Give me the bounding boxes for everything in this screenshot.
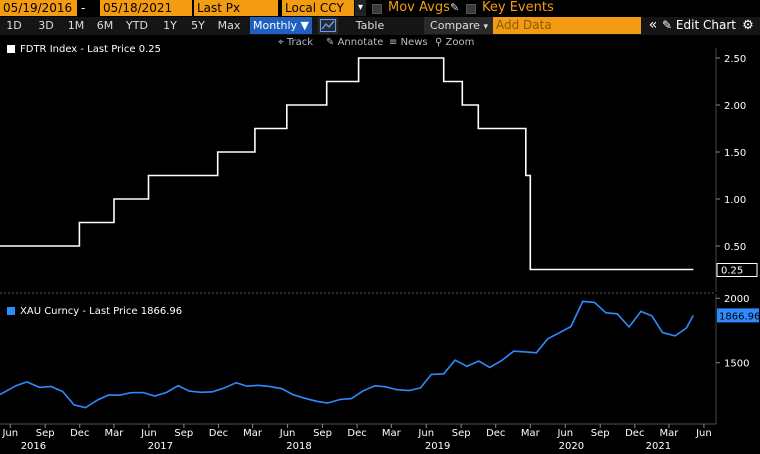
fdtr-series-line[interactable]: [0, 57, 694, 271]
track-tool[interactable]: ⌖ Track: [278, 37, 313, 49]
x-month-label: Jun: [279, 428, 296, 439]
x-month-label: Sep: [174, 428, 193, 439]
x-month-label: Mar: [382, 428, 402, 439]
add-data-input[interactable]: Add Data: [493, 17, 641, 34]
key-events-label[interactable]: Key Events: [482, 0, 554, 15]
xau-ytick-label: 1500: [724, 359, 749, 370]
fdtr-ytick-label: 1.50: [724, 148, 746, 159]
gear-icon[interactable]: ⚙: [742, 18, 754, 33]
end-date-field[interactable]: 05/18/2021: [100, 0, 192, 16]
range-button-1d[interactable]: 1D: [6, 19, 22, 32]
x-year-label: 2018: [286, 441, 311, 452]
x-month-label: Mar: [521, 428, 541, 439]
fdtr-legend-swatch: [7, 45, 15, 53]
currency-select[interactable]: Local CCY: [282, 0, 354, 16]
x-month-label: Sep: [452, 428, 471, 439]
xau-legend[interactable]: XAU Curncy - Last Price 1866.96: [7, 306, 182, 318]
zoom-tool[interactable]: ⚲ Zoom: [435, 37, 474, 49]
mov-avgs-label[interactable]: Mov Avgs: [388, 0, 450, 15]
annotate-tool[interactable]: ✎ Annotate: [326, 37, 383, 49]
pencil-icon[interactable]: ✎: [450, 1, 460, 14]
x-month-label: Jun: [556, 428, 573, 439]
edit-chart-button[interactable]: ✎ Edit Chart: [662, 17, 736, 34]
period-select[interactable]: Monthly ▼: [250, 17, 312, 34]
x-month-label: Sep: [313, 428, 332, 439]
fdtr-ytick-label: 2.00: [724, 101, 746, 112]
x-month-label: Dec: [486, 428, 505, 439]
fdtr-ytick-label: 2.50: [724, 54, 746, 65]
fdtr-ytick-label: 0.50: [724, 242, 746, 253]
x-year-label: 2019: [425, 441, 450, 452]
fdtr-legend[interactable]: FDTR Index - Last Price 0.25: [7, 44, 161, 56]
news-icon: ≡: [389, 37, 398, 48]
x-month-label: Mar: [243, 428, 263, 439]
xau-legend-swatch: [7, 307, 15, 315]
x-month-label: Jun: [417, 428, 434, 439]
x-year-label: 2016: [21, 441, 46, 452]
x-month-label: Dec: [347, 428, 366, 439]
x-year-label: 2017: [148, 441, 173, 452]
currency-dropdown-icon[interactable]: ▾: [355, 0, 366, 16]
zoom-label: Zoom: [445, 37, 475, 48]
x-month-label: Mar: [660, 428, 680, 439]
table-button[interactable]: Table: [355, 19, 385, 32]
field-select[interactable]: Last Px: [194, 0, 278, 16]
xau-ytick-label: 2000: [724, 294, 749, 305]
mov-avgs-checkbox[interactable]: [372, 4, 382, 14]
x-month-label: Dec: [625, 428, 644, 439]
news-label: News: [400, 37, 428, 48]
period-label: Monthly: [252, 19, 298, 32]
fdtr-ytick-label: 1.00: [724, 195, 746, 206]
fdtr-last-value-label: 0.25: [721, 266, 743, 277]
key-events-checkbox[interactable]: [466, 4, 476, 14]
x-month-label: Dec: [209, 428, 228, 439]
compare-select[interactable]: Compare ▾: [424, 17, 494, 34]
compare-dropdown-icon: ▾: [483, 22, 488, 32]
edit-pencil-icon: ✎: [662, 18, 673, 32]
x-year-label: 2021: [646, 441, 671, 452]
compare-label: Compare: [430, 19, 480, 32]
edit-chart-label: Edit Chart: [675, 18, 736, 32]
xau-last-value-box: [717, 308, 759, 323]
range-button-5y[interactable]: 5Y: [191, 19, 205, 32]
x-month-label: Jun: [140, 428, 157, 439]
x-month-label: Dec: [70, 428, 89, 439]
range-button-6m[interactable]: 6M: [96, 19, 114, 32]
range-button-ytd[interactable]: YTD: [126, 19, 148, 32]
x-month-label: Sep: [591, 428, 610, 439]
collapse-icon[interactable]: «: [648, 17, 658, 33]
range-button-1y[interactable]: 1Y: [163, 19, 177, 32]
zoom-icon: ⚲: [435, 37, 443, 48]
line-chart-icon: [320, 19, 336, 32]
x-year-label: 2020: [559, 441, 584, 452]
range-button-1m[interactable]: 1M: [67, 19, 85, 32]
xau-legend-label: XAU Curncy - Last Price 1866.96: [20, 306, 183, 317]
fdtr-legend-label: FDTR Index - Last Price 0.25: [20, 44, 162, 55]
crosshair-icon: ⌖: [278, 37, 284, 48]
news-tool[interactable]: ≡ News: [389, 37, 428, 49]
xau-last-value-label: 1866.96: [719, 311, 760, 322]
annotate-label: Annotate: [337, 37, 384, 48]
x-month-label: Mar: [105, 428, 125, 439]
line-chart-button[interactable]: [318, 17, 338, 34]
range-button-max[interactable]: Max: [217, 19, 241, 32]
annotate-icon: ✎: [326, 37, 335, 48]
x-month-label: Jun: [1, 428, 18, 439]
track-label: Track: [286, 37, 313, 48]
range-button-3d[interactable]: 3D: [38, 19, 54, 32]
x-month-label: Jun: [695, 428, 712, 439]
fdtr-last-value-box: [716, 263, 758, 277]
x-month-label: Sep: [36, 428, 55, 439]
start-date-field[interactable]: 05/19/2016: [0, 0, 77, 16]
date-separator: -: [81, 1, 86, 15]
xau-series-line[interactable]: [0, 300, 695, 409]
